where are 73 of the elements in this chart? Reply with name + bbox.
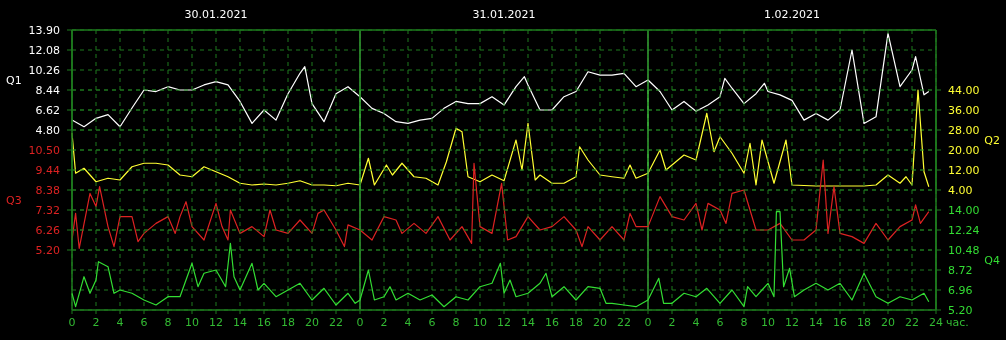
y-tick-label: 20.00 <box>948 143 980 157</box>
x-tick-label: 16 <box>833 316 847 329</box>
y-tick-label: 10.50 <box>28 143 60 157</box>
y-tick-label: 12.24 <box>948 223 980 237</box>
y-tick-label: 28.00 <box>948 123 980 137</box>
y-tick-label: 13.90 <box>28 23 60 37</box>
x-tick-label: 8 <box>452 316 460 329</box>
y-tick-label: 10.26 <box>28 63 60 77</box>
y-axis-title: Q4 <box>984 253 1000 267</box>
y-tick-label: 8.44 <box>35 83 60 97</box>
y-tick-label: 10.48 <box>948 243 980 257</box>
x-tick-label: 16 <box>257 316 271 329</box>
x-tick-label: 14 <box>233 316 247 329</box>
x-axis-title: час. <box>946 316 969 329</box>
y-tick-label: 6.96 <box>948 283 973 297</box>
x-tick-label: 4 <box>116 316 124 329</box>
x-tick-label: 2 <box>668 316 676 329</box>
x-tick-label: 18 <box>569 316 583 329</box>
y-tick-label: 12.00 <box>948 163 980 177</box>
x-tick-label: 8 <box>164 316 172 329</box>
x2-tick-label: 31.01.2021 <box>472 8 536 21</box>
y-tick-label: 8.38 <box>35 183 60 197</box>
y-tick-label: 6.26 <box>35 223 60 237</box>
y-tick-label: 4.00 <box>948 183 973 197</box>
y-tick-label: 44.00 <box>948 83 980 97</box>
y-axis-title: Q3 <box>6 193 22 207</box>
y-axis-title: Q2 <box>984 133 1000 147</box>
x-tick-label: 10 <box>185 316 199 329</box>
line-series <box>71 32 930 128</box>
x2-tick-label: 1.02.2021 <box>764 8 820 21</box>
x-tick-label: 0 <box>68 316 76 329</box>
x-tick-label: 24 <box>929 316 943 329</box>
y-tick-label: 7.32 <box>35 203 60 217</box>
x-tick-label: 6 <box>428 316 436 329</box>
x-tick-label: 0 <box>644 316 652 329</box>
x-tick-label: 4 <box>692 316 700 329</box>
y-tick-label: 8.72 <box>948 263 973 277</box>
x-tick-label: 10 <box>761 316 775 329</box>
x-tick-label: 18 <box>281 316 295 329</box>
y-tick-label: 12.08 <box>28 43 60 57</box>
x-tick-label: 8 <box>740 316 748 329</box>
x-tick-label: 14 <box>521 316 535 329</box>
x-tick-label: 18 <box>857 316 871 329</box>
x-tick-label: 2 <box>380 316 388 329</box>
y-tick-label: 14.00 <box>948 203 980 217</box>
x-tick-label: 22 <box>905 316 919 329</box>
x-tick-label: 22 <box>617 316 631 329</box>
x-tick-label: 20 <box>305 316 319 329</box>
x-tick-label: 0 <box>356 316 364 329</box>
x-tick-label: 10 <box>473 316 487 329</box>
line-series <box>71 89 930 188</box>
x-tick-label: 4 <box>404 316 412 329</box>
x-tick-label: 20 <box>881 316 895 329</box>
x-tick-label: 14 <box>809 316 823 329</box>
x-tick-label: 12 <box>209 316 223 329</box>
y-axis-title: Q1 <box>6 73 22 87</box>
y-tick-label: 4.80 <box>35 123 60 137</box>
x-tick-label: 12 <box>497 316 511 329</box>
line-series <box>71 159 930 249</box>
y-tick-label: 5.20 <box>948 303 973 317</box>
y-tick-label: 36.00 <box>948 103 980 117</box>
x-tick-label: 16 <box>545 316 559 329</box>
x-tick-label: 6 <box>716 316 724 329</box>
x-tick-label: 2 <box>92 316 100 329</box>
line-series <box>71 211 930 308</box>
y-tick-label: 6.62 <box>35 103 60 117</box>
x-tick-label: 22 <box>329 316 343 329</box>
y-tick-label: 5.20 <box>35 243 60 257</box>
x-tick-label: 12 <box>785 316 799 329</box>
x2-tick-label: 30.01.2021 <box>184 8 248 21</box>
x-tick-label: 20 <box>593 316 607 329</box>
x-tick-label: 6 <box>140 316 148 329</box>
y-tick-label: 9.44 <box>35 163 60 177</box>
